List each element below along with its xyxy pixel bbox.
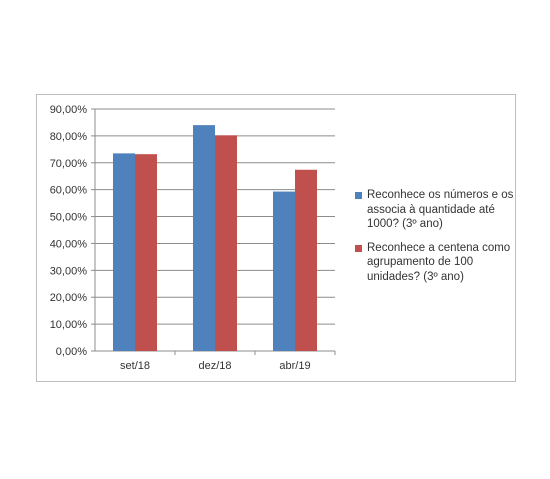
legend-label-series-1: Reconhece os números e os associa à quan… bbox=[367, 189, 514, 230]
bar-1 bbox=[193, 125, 215, 351]
legend-item-series-2: Reconhece a centena como agrupamento de … bbox=[355, 241, 515, 285]
y-tick-label: 20,00% bbox=[50, 292, 88, 304]
legend-swatch-series-2 bbox=[355, 244, 362, 252]
y-tick-label: 10,00% bbox=[50, 319, 88, 331]
x-tick-label: dez/18 bbox=[198, 360, 231, 372]
y-tick-label: 40,00% bbox=[50, 238, 88, 250]
y-tick-label: 80,00% bbox=[50, 131, 88, 143]
y-tick-label: 60,00% bbox=[50, 185, 88, 197]
x-tick-label: abr/19 bbox=[279, 360, 310, 372]
legend-label-series-2: Reconhece a centena como agrupamento de … bbox=[367, 241, 511, 283]
bar-2 bbox=[215, 135, 237, 351]
legend-item-series-1: Reconhece os números e os associa à quan… bbox=[355, 188, 515, 232]
y-tick-label: 0,00% bbox=[56, 346, 87, 358]
y-tick-label: 50,00% bbox=[50, 212, 88, 224]
bar-2 bbox=[135, 154, 157, 351]
bar-2 bbox=[295, 169, 317, 351]
y-tick-label: 30,00% bbox=[50, 265, 88, 277]
legend: Reconhece os números e os associa à quan… bbox=[355, 188, 515, 293]
bar-1 bbox=[113, 153, 135, 351]
chart-frame: 0,00% 10,00% 20,00% 30,00% 40,00% 50,00% 60,00… bbox=[36, 94, 516, 382]
x-tick-label: set/18 bbox=[120, 360, 150, 372]
bar-1 bbox=[273, 191, 295, 351]
bar-chart: 0,00% 10,00% 20,00% 30,00% 40,00% 50,00% 60,00… bbox=[50, 104, 336, 372]
legend-swatch-series-1 bbox=[355, 192, 362, 199]
y-tick-label: 70,00% bbox=[50, 158, 88, 170]
y-tick-label: 90,00% bbox=[50, 104, 88, 116]
